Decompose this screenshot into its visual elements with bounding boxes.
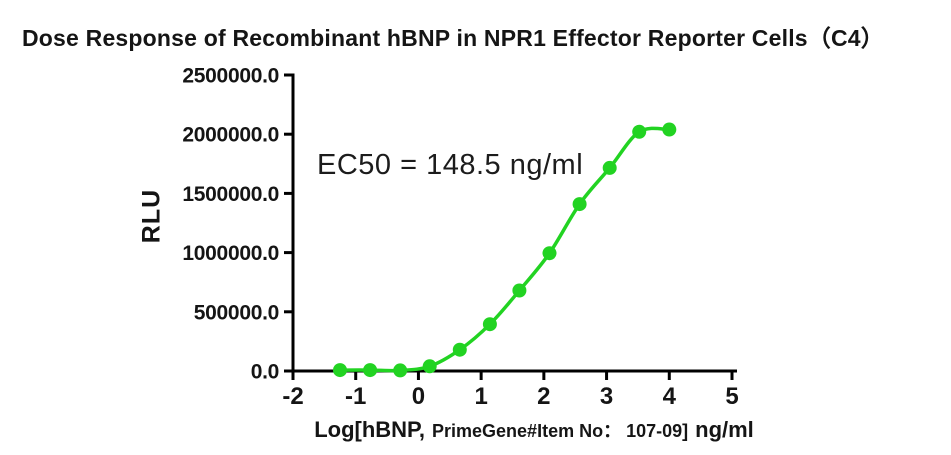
- y-tick-label: 1500000.0: [182, 183, 279, 206]
- x-axis-title-units: ng/ml: [695, 417, 754, 442]
- data-point: [632, 124, 647, 139]
- data-point: [572, 197, 587, 212]
- x-axis-title-catalog: PrimeGene#Item No： 107-09]: [432, 421, 689, 441]
- data-point: [422, 359, 437, 374]
- axes-spines: [291, 73, 737, 373]
- data-point: [542, 246, 557, 261]
- y-tick-label: 500000.0: [194, 301, 279, 324]
- data-point: [393, 363, 408, 378]
- x-tick-label: 2: [537, 383, 550, 410]
- x-tick-label: 4: [663, 383, 677, 410]
- ec50-annotation: EC50 = 148.5 ng/ml: [317, 149, 584, 181]
- y-tick-label: 2500000.0: [182, 65, 279, 88]
- data-point: [482, 317, 497, 332]
- x-tick-label: -2: [282, 383, 303, 410]
- data-point: [363, 363, 378, 378]
- x-tick-label: 1: [474, 383, 487, 410]
- x-tick-label: 5: [725, 383, 738, 410]
- data-point: [452, 342, 467, 357]
- y-tick-label: 2000000.0: [182, 124, 279, 147]
- data-point: [333, 363, 347, 378]
- data-point: [662, 122, 677, 137]
- x-tick-label: 3: [600, 383, 613, 410]
- x-tick-label: -1: [345, 383, 366, 410]
- y-tick-label: 0.0: [251, 361, 279, 384]
- x-axis-title: Log[hBNP, PrimeGene#Item No： 107-09] ng/ml: [314, 417, 754, 443]
- y-tick-label: 1000000.0: [182, 242, 279, 265]
- data-point: [602, 160, 617, 175]
- data-point: [512, 283, 527, 298]
- chart-title: Dose Response of Recombinant hBNP in NPR…: [22, 25, 884, 51]
- dose-response-curve: [338, 126, 672, 373]
- x-tick-label: 0: [412, 383, 425, 410]
- x-axis-title-main: Log[hBNP,: [314, 417, 426, 442]
